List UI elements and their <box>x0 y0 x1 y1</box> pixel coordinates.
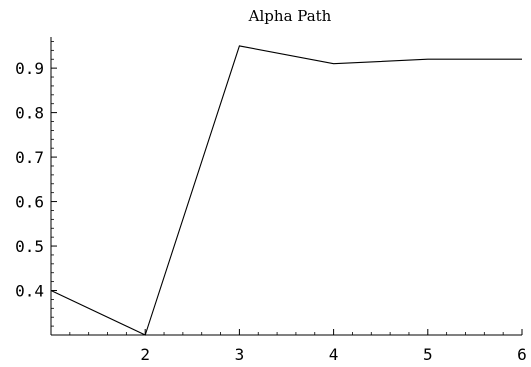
y-tick-label: 0.6 <box>15 193 44 212</box>
axes: 2 3 4 5 6 0.4 0.5 0.6 0.7 0.8 0.9 <box>15 37 527 364</box>
data-marks <box>50 45 522 336</box>
y-tick-label: 0.8 <box>15 104 44 123</box>
x-tick-label: 2 <box>140 345 150 364</box>
y-tick-label: 0.9 <box>15 59 44 78</box>
x-tick-label: 5 <box>423 345 433 364</box>
x-tick-label: 3 <box>235 345 245 364</box>
y-tick-label: 0.4 <box>15 282 44 301</box>
chart-title: Alpha Path <box>248 7 332 25</box>
y-tick-label: 0.7 <box>15 148 44 167</box>
x-tick-label: 6 <box>517 345 527 364</box>
y-tick-label: 0.5 <box>15 237 44 256</box>
x-tick-label: 4 <box>329 345 339 364</box>
series-line <box>50 45 522 336</box>
